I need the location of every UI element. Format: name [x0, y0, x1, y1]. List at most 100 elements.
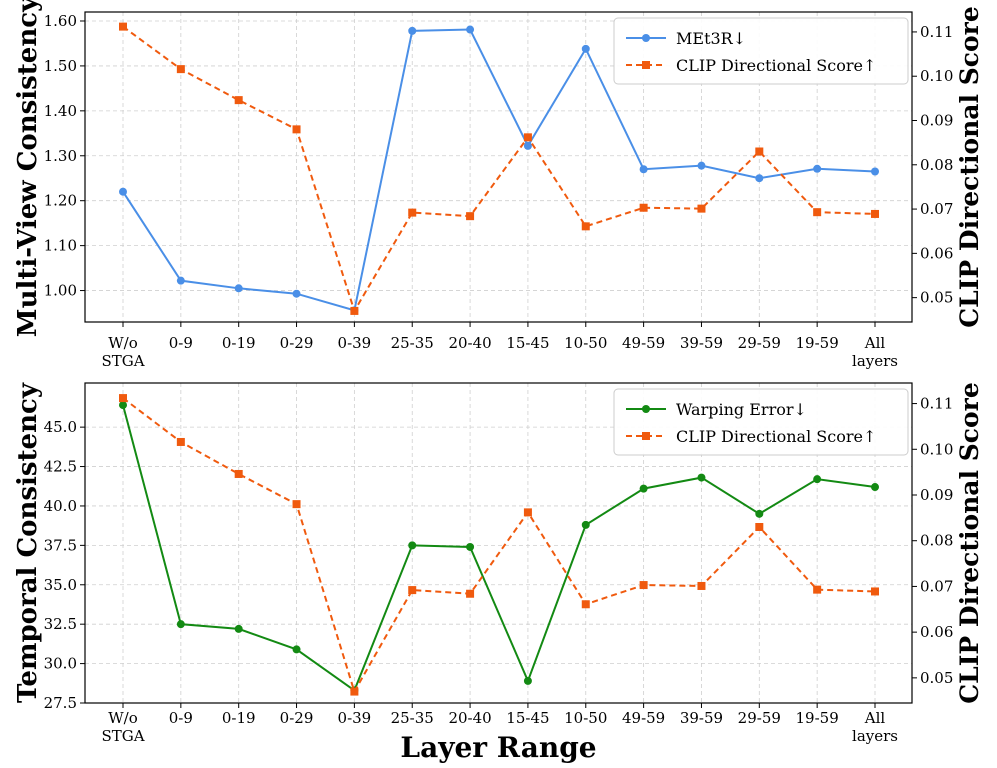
y2-tick-label: 0.09: [920, 112, 953, 130]
y2-tick-label: 0.05: [920, 289, 953, 307]
data-point-circle: [234, 284, 243, 293]
data-point-square: [234, 469, 243, 478]
x-tick-label: 0-19: [222, 709, 256, 727]
legend-label-1: CLIP Directional Score↑: [676, 427, 876, 446]
y2-tick-label: 0.05: [920, 669, 953, 687]
legend: Warping Error↓ CLIP Directional Score↑: [613, 388, 909, 456]
x-tick-label: 0-29: [280, 334, 314, 352]
x-tick-label: 0-39: [338, 334, 372, 352]
data-point-square: [581, 222, 590, 231]
legend: MEt3R↓ CLIP Directional Score↑: [613, 17, 909, 85]
x-tick-label: 25-35: [391, 709, 434, 727]
data-point-square: [119, 22, 127, 31]
top-panel: 1.00 1.10 1.20 1.30 1.40 1.50 1.60 W/o STGA 0-9 0-…: [13, 0, 984, 370]
series-line-1: [122, 397, 876, 695]
y2-axis-title: CLIP Directional Score: [955, 382, 984, 703]
data-point-square: [292, 500, 301, 509]
data-point-circle: [581, 520, 590, 529]
x-tick-label: All layers: [852, 709, 898, 745]
series-line-1: [122, 25, 876, 314]
x-tick-label: 10-50: [564, 709, 607, 727]
x-tick-label: 0-29: [280, 709, 314, 727]
legend-marker-circle: [642, 405, 650, 413]
x-tick-label: 0-9: [169, 709, 193, 727]
y2-axis-title: CLIP Directional Score: [955, 6, 984, 327]
x-tick-label: 49-59: [622, 334, 665, 352]
y-tick-label: 27.5: [44, 694, 77, 712]
legend-box: [613, 17, 909, 85]
data-point-circle: [813, 164, 822, 173]
y2-tick-label: 0.11: [920, 23, 953, 41]
x-tick-label: 20-40: [448, 709, 491, 727]
x-tick-label: 19-59: [796, 709, 839, 727]
data-point-circle: [755, 174, 764, 183]
data-point-circle: [639, 484, 648, 493]
y2-tick-label: 0.09: [920, 486, 953, 504]
x-tick-label: 39-59: [680, 334, 723, 352]
data-point-circle: [119, 187, 127, 196]
data-point-square: [350, 306, 359, 315]
y2-tick-label: 0.08: [920, 156, 953, 174]
data-point-square: [639, 581, 648, 590]
data-point-circle: [119, 401, 127, 410]
data-point-square: [697, 581, 706, 590]
data-point-square: [813, 585, 822, 594]
y-tick-label: 1.10: [44, 237, 77, 255]
y-tick-label: 1.50: [44, 57, 77, 75]
legend-box: [613, 388, 909, 456]
x-tick-label: 25-35: [391, 334, 434, 352]
y2-tick-label: 0.07: [920, 200, 953, 218]
y2-tick-label: 0.10: [920, 440, 953, 458]
data-point-square: [408, 586, 417, 595]
x-tick-label: 20-40: [448, 334, 491, 352]
legend-marker-square: [642, 61, 650, 69]
x-tick-label: W/o STGA: [101, 709, 144, 745]
data-point-square: [234, 96, 243, 105]
data-point-square: [408, 208, 417, 217]
data-point-circle: [523, 141, 532, 150]
y-tick-label: 42.5: [44, 458, 77, 476]
data-point-circle: [697, 473, 706, 482]
y-axis-title: Multi-View Consistency: [13, 0, 43, 337]
y-tick-label: 1.00: [44, 282, 77, 300]
series-line-0: [122, 28, 876, 312]
y-tick-label: 45.0: [44, 418, 77, 436]
data-point-square: [119, 394, 127, 403]
x-axis-title: Layer Range: [400, 731, 596, 764]
x-tick-label: 0-9: [169, 334, 193, 352]
data-point-square: [871, 587, 879, 596]
data-point-circle: [234, 624, 243, 633]
data-point-circle: [176, 276, 185, 285]
y2-tick-label: 0.06: [920, 244, 953, 262]
data-point-circle: [871, 167, 879, 176]
y-tick-label: 35.0: [44, 576, 77, 594]
data-point-square: [350, 687, 359, 696]
y-tick-label: 40.0: [44, 497, 77, 515]
y-tick-label: 1.20: [44, 192, 77, 210]
x-tick-label: 15-45: [506, 334, 549, 352]
plot-frame: [84, 11, 913, 323]
x-tick-label: 39-59: [680, 709, 723, 727]
y-axis-title: Temporal Consistency: [13, 382, 43, 703]
y-tick-label: 1.30: [44, 147, 77, 165]
data-point-square: [755, 147, 764, 156]
legend-label-0: Warping Error↓: [676, 400, 807, 419]
x-tick-label: 29-59: [738, 709, 781, 727]
x-tick-label: All layers: [852, 334, 898, 370]
series-line-0: [122, 404, 876, 692]
data-point-circle: [755, 509, 764, 518]
data-point-circle: [813, 475, 822, 484]
data-point-circle: [292, 645, 301, 654]
data-point-square: [292, 125, 301, 134]
plot-frame: [84, 382, 913, 704]
data-point-square: [581, 600, 590, 609]
data-point-circle: [697, 161, 706, 170]
x-tick-label: 0-39: [338, 709, 372, 727]
data-point-circle: [176, 620, 185, 629]
legend-marker-square: [642, 432, 650, 440]
y2-tick-label: 0.11: [920, 395, 953, 413]
data-point-circle: [408, 26, 417, 35]
x-tick-label: 49-59: [622, 709, 665, 727]
x-tick-label: 10-50: [564, 334, 607, 352]
